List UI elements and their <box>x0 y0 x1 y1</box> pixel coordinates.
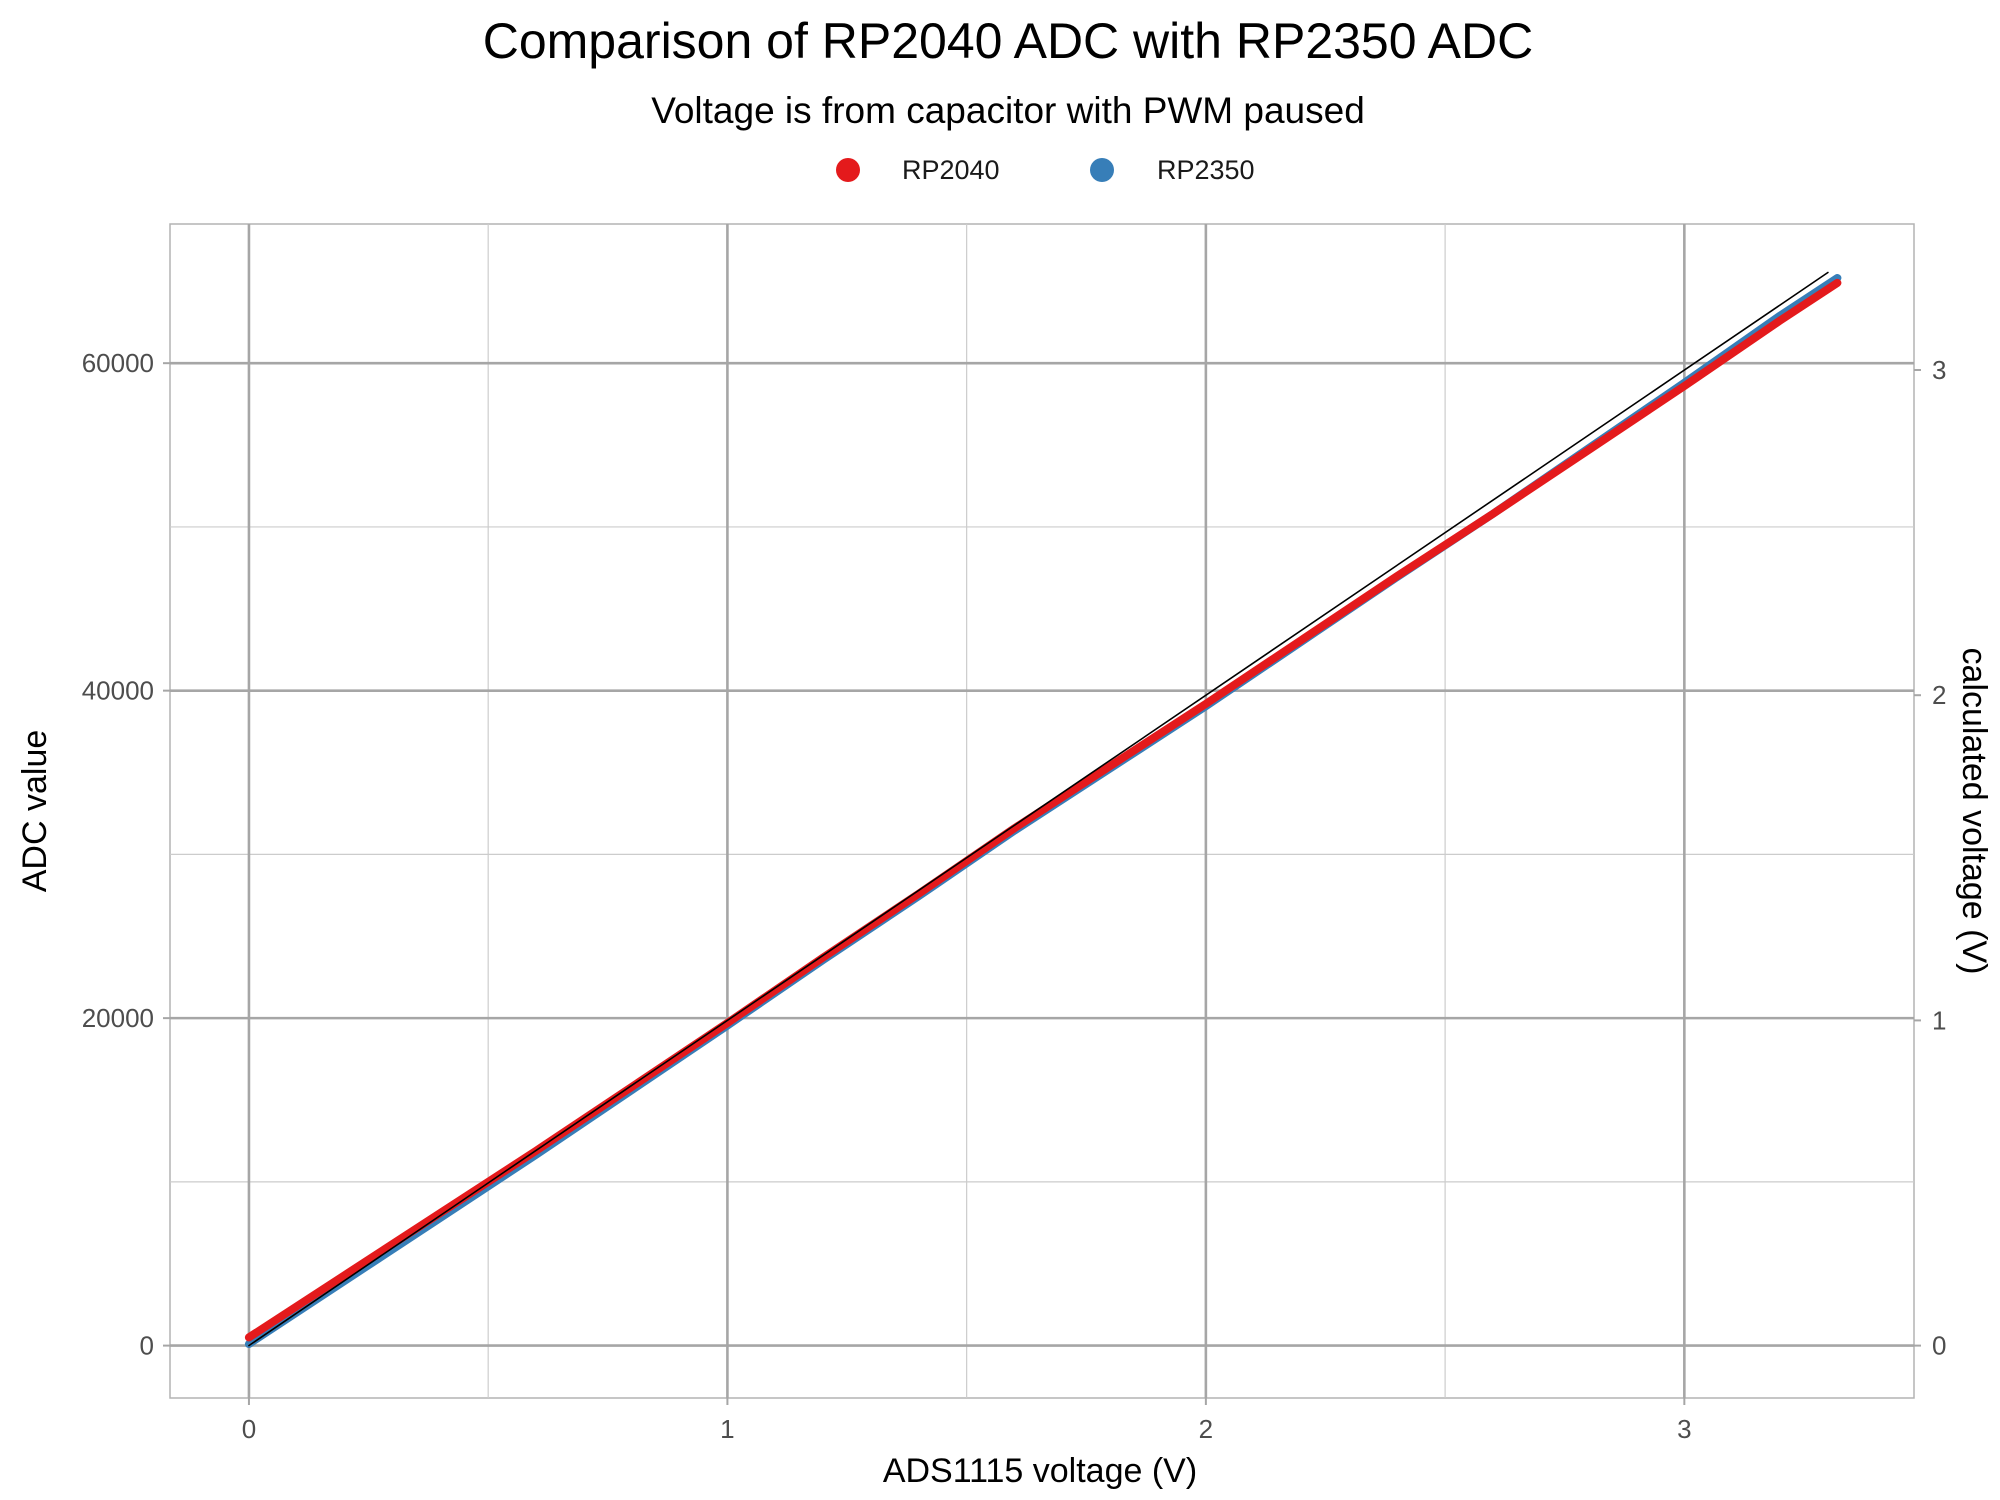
x-tick-label: 3 <box>1677 1414 1691 1444</box>
legend-label-rp2040: RP2040 <box>902 155 1000 185</box>
y-tick-label: 60000 <box>82 348 154 378</box>
grid-major <box>170 224 1914 1398</box>
y-axis-title: ADC value <box>16 730 54 893</box>
series-layer <box>244 271 1842 1348</box>
x-tick-label: 1 <box>720 1414 734 1444</box>
grid-minor <box>170 224 1914 1398</box>
chart-subtitle: Voltage is from capacitor with PWM pause… <box>651 90 1365 131</box>
legend-marker-rp2350 <box>1090 158 1114 182</box>
y-axis: 0 20000 40000 60000 <box>82 348 170 1361</box>
x-axis-title: ADS1115 voltage (V) <box>883 1452 1197 1490</box>
series-line-rp2040 <box>244 278 1842 1342</box>
y2-tick-label: 1 <box>1932 1005 1946 1035</box>
legend-label-rp2350: RP2350 <box>1157 155 1255 185</box>
y-tick-label: 0 <box>140 1331 154 1361</box>
y2-axis-title: calculated voltage (V) <box>1955 648 1993 975</box>
y2-tick-label: 0 <box>1932 1331 1946 1361</box>
x-axis: 0 1 2 3 <box>242 1398 1692 1444</box>
legend-marker-rp2040 <box>836 158 860 182</box>
x-tick-label: 0 <box>242 1414 256 1444</box>
series-ideal-line <box>248 271 1829 1347</box>
x-tick-label: 2 <box>1199 1414 1213 1444</box>
y2-axis: 0 1 2 3 <box>1914 355 1946 1361</box>
y-tick-label: 40000 <box>82 676 154 706</box>
y2-tick-label: 3 <box>1932 355 1946 385</box>
y2-tick-label: 2 <box>1932 680 1946 710</box>
plot-panel <box>169 223 1915 1399</box>
y-tick-label: 20000 <box>82 1003 154 1033</box>
chart-title: Comparison of RP2040 ADC with RP2350 ADC <box>483 13 1534 69</box>
legend: RP2040 RP2350 <box>836 155 1255 185</box>
